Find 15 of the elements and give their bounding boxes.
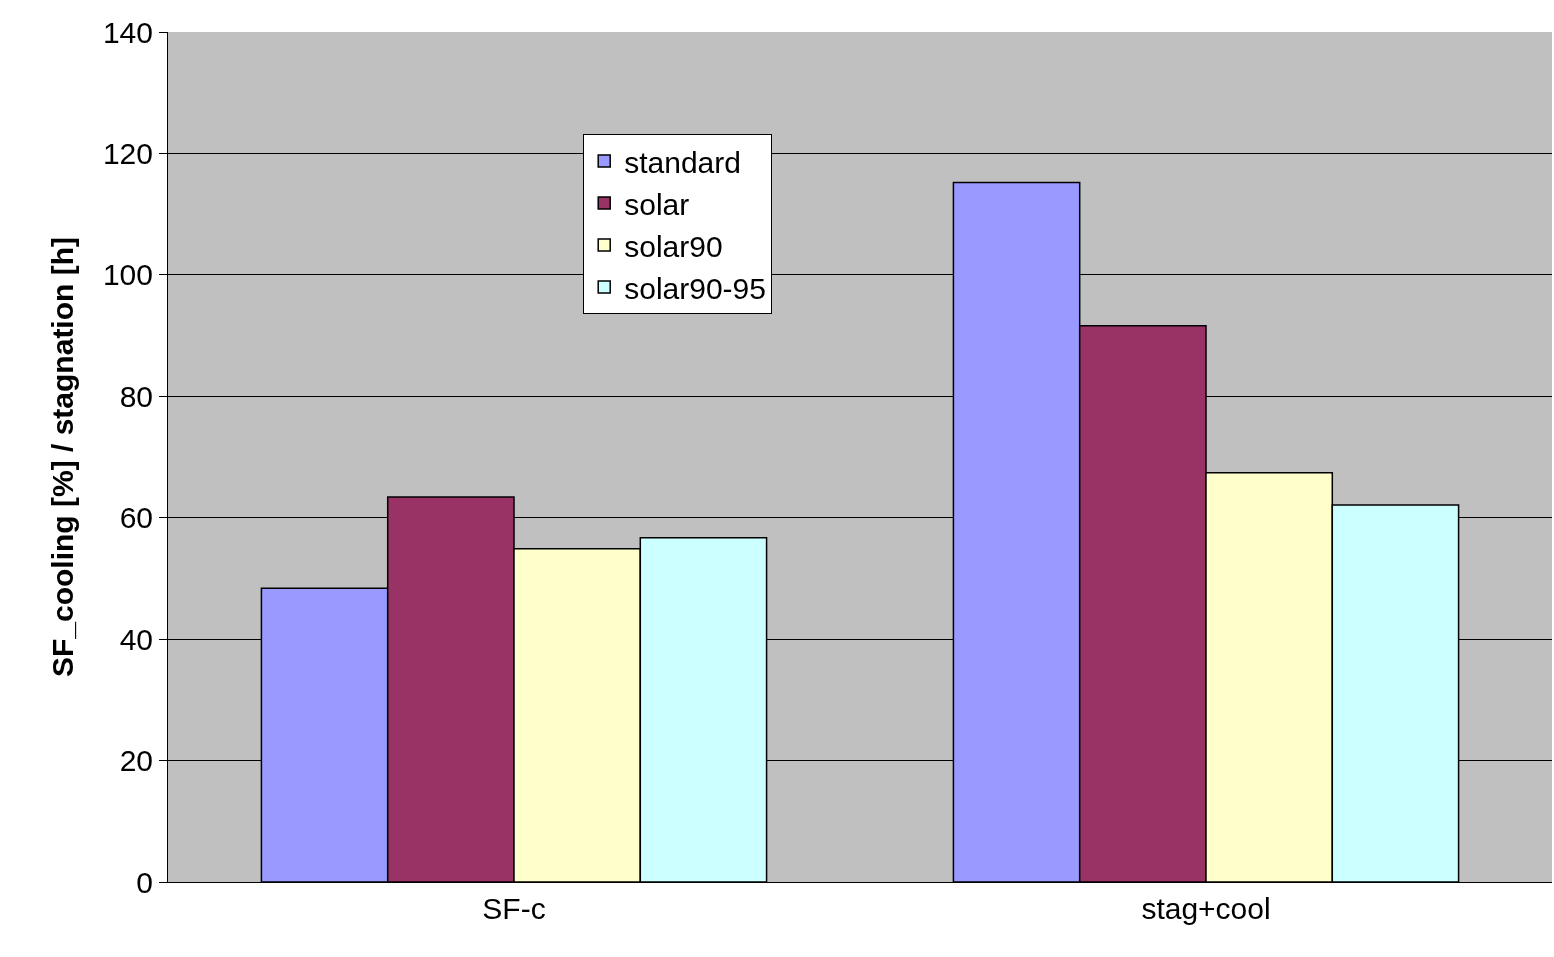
y-tick-label: 0 (136, 865, 153, 899)
y-tick-label: 100 (102, 258, 153, 292)
legend-label: standard (624, 145, 741, 179)
y-tick-label: 40 (119, 622, 153, 656)
y-tick-label: 20 (119, 744, 153, 778)
y-axis-title: SF_cooling [%] / stagnation [h] (45, 237, 79, 677)
x-tick-label: SF-c (482, 892, 546, 925)
y-tick-label: 80 (119, 379, 153, 413)
y-tick-label: 140 (102, 15, 153, 49)
y-tick-label: 60 (119, 501, 153, 535)
y-tick-label: 120 (102, 136, 153, 170)
x-tick-label: stag+cool (1141, 892, 1271, 925)
legend-label: solar90 (624, 229, 723, 263)
legend-label: solar90-95 (624, 271, 766, 305)
legend-label: solar (624, 187, 690, 221)
